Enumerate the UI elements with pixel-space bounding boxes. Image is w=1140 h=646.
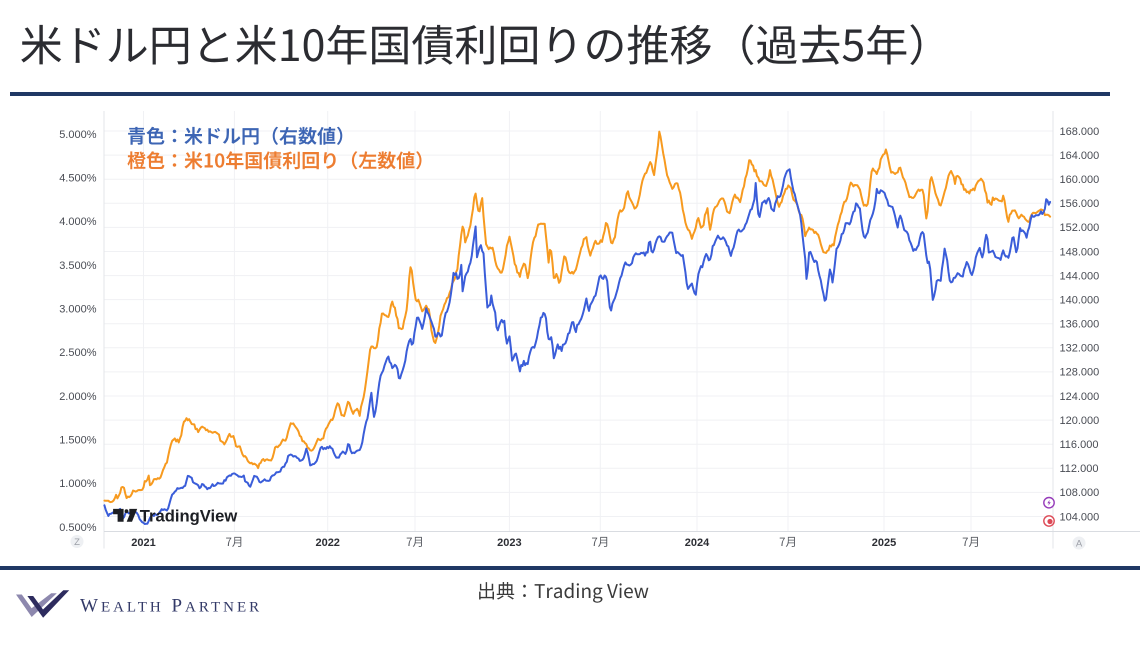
svg-text:152.000: 152.000 (1060, 222, 1100, 234)
svg-text:3.000%: 3.000% (59, 304, 97, 316)
svg-text:144.000: 144.000 (1060, 270, 1100, 282)
svg-text:1.000%: 1.000% (59, 478, 97, 490)
svg-text:124.000: 124.000 (1060, 391, 1100, 403)
svg-text:164.000: 164.000 (1060, 150, 1100, 162)
svg-text:4.500%: 4.500% (59, 173, 97, 185)
svg-text:Z: Z (74, 537, 80, 548)
svg-text:136.000: 136.000 (1060, 319, 1100, 331)
svg-text:120.000: 120.000 (1060, 415, 1100, 427)
svg-text:128.000: 128.000 (1060, 367, 1100, 379)
svg-text:2.000%: 2.000% (59, 391, 97, 403)
svg-text:104.000: 104.000 (1060, 511, 1100, 523)
svg-text:156.000: 156.000 (1060, 198, 1100, 210)
svg-text:WEALTH PARTNER: WEALTH PARTNER (80, 596, 262, 617)
svg-text:116.000: 116.000 (1060, 439, 1099, 451)
svg-text:2021: 2021 (131, 537, 155, 549)
svg-text:A: A (1076, 539, 1083, 550)
svg-text:4.000%: 4.000% (59, 216, 97, 228)
svg-text:148.000: 148.000 (1060, 246, 1100, 258)
svg-text:5.000%: 5.000% (59, 129, 97, 141)
svg-text:2024: 2024 (685, 537, 710, 549)
svg-text:132.000: 132.000 (1060, 343, 1100, 355)
svg-text:0.500%: 0.500% (59, 522, 97, 534)
svg-text:108.000: 108.000 (1060, 487, 1100, 499)
svg-text:2022: 2022 (315, 537, 339, 549)
svg-text:2023: 2023 (497, 537, 521, 549)
svg-text:1.500%: 1.500% (59, 435, 97, 447)
svg-text:112.000: 112.000 (1060, 463, 1099, 475)
svg-text:140.000: 140.000 (1060, 294, 1100, 306)
svg-text:160.000: 160.000 (1060, 174, 1100, 186)
svg-text:3.500%: 3.500% (59, 260, 97, 272)
svg-text:2025: 2025 (872, 537, 896, 549)
svg-text:2.500%: 2.500% (59, 347, 97, 359)
svg-text:TradingView: TradingView (140, 506, 238, 525)
svg-text:168.000: 168.000 (1060, 126, 1100, 138)
